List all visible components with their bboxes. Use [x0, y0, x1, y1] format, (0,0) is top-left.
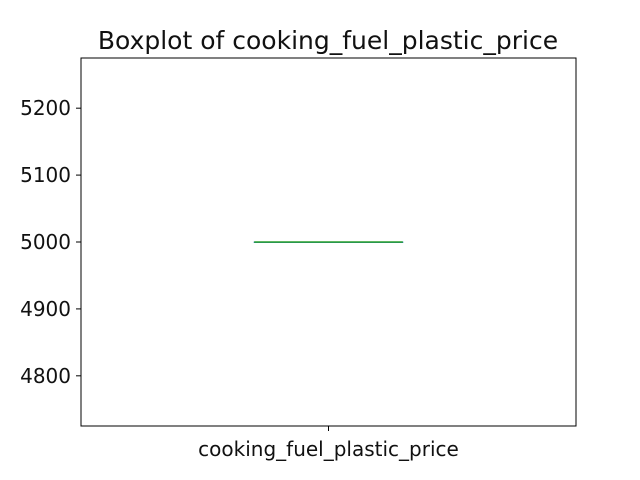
y-axis: 4800 4900 5000 5100 5200 — [20, 96, 81, 388]
y-tick-label: 5200 — [20, 96, 71, 120]
y-tick-label: 4800 — [20, 364, 71, 388]
y-tick-label: 5100 — [20, 163, 71, 187]
y-tick-label: 4900 — [20, 297, 71, 321]
y-tick-label: 5000 — [20, 230, 71, 254]
boxes-layer — [253, 241, 404, 243]
x-axis: cooking_fuel_plastic_price — [198, 426, 459, 461]
x-category-label: cooking_fuel_plastic_price — [198, 437, 459, 461]
chart-title: Boxplot of cooking_fuel_plastic_price — [98, 26, 558, 55]
